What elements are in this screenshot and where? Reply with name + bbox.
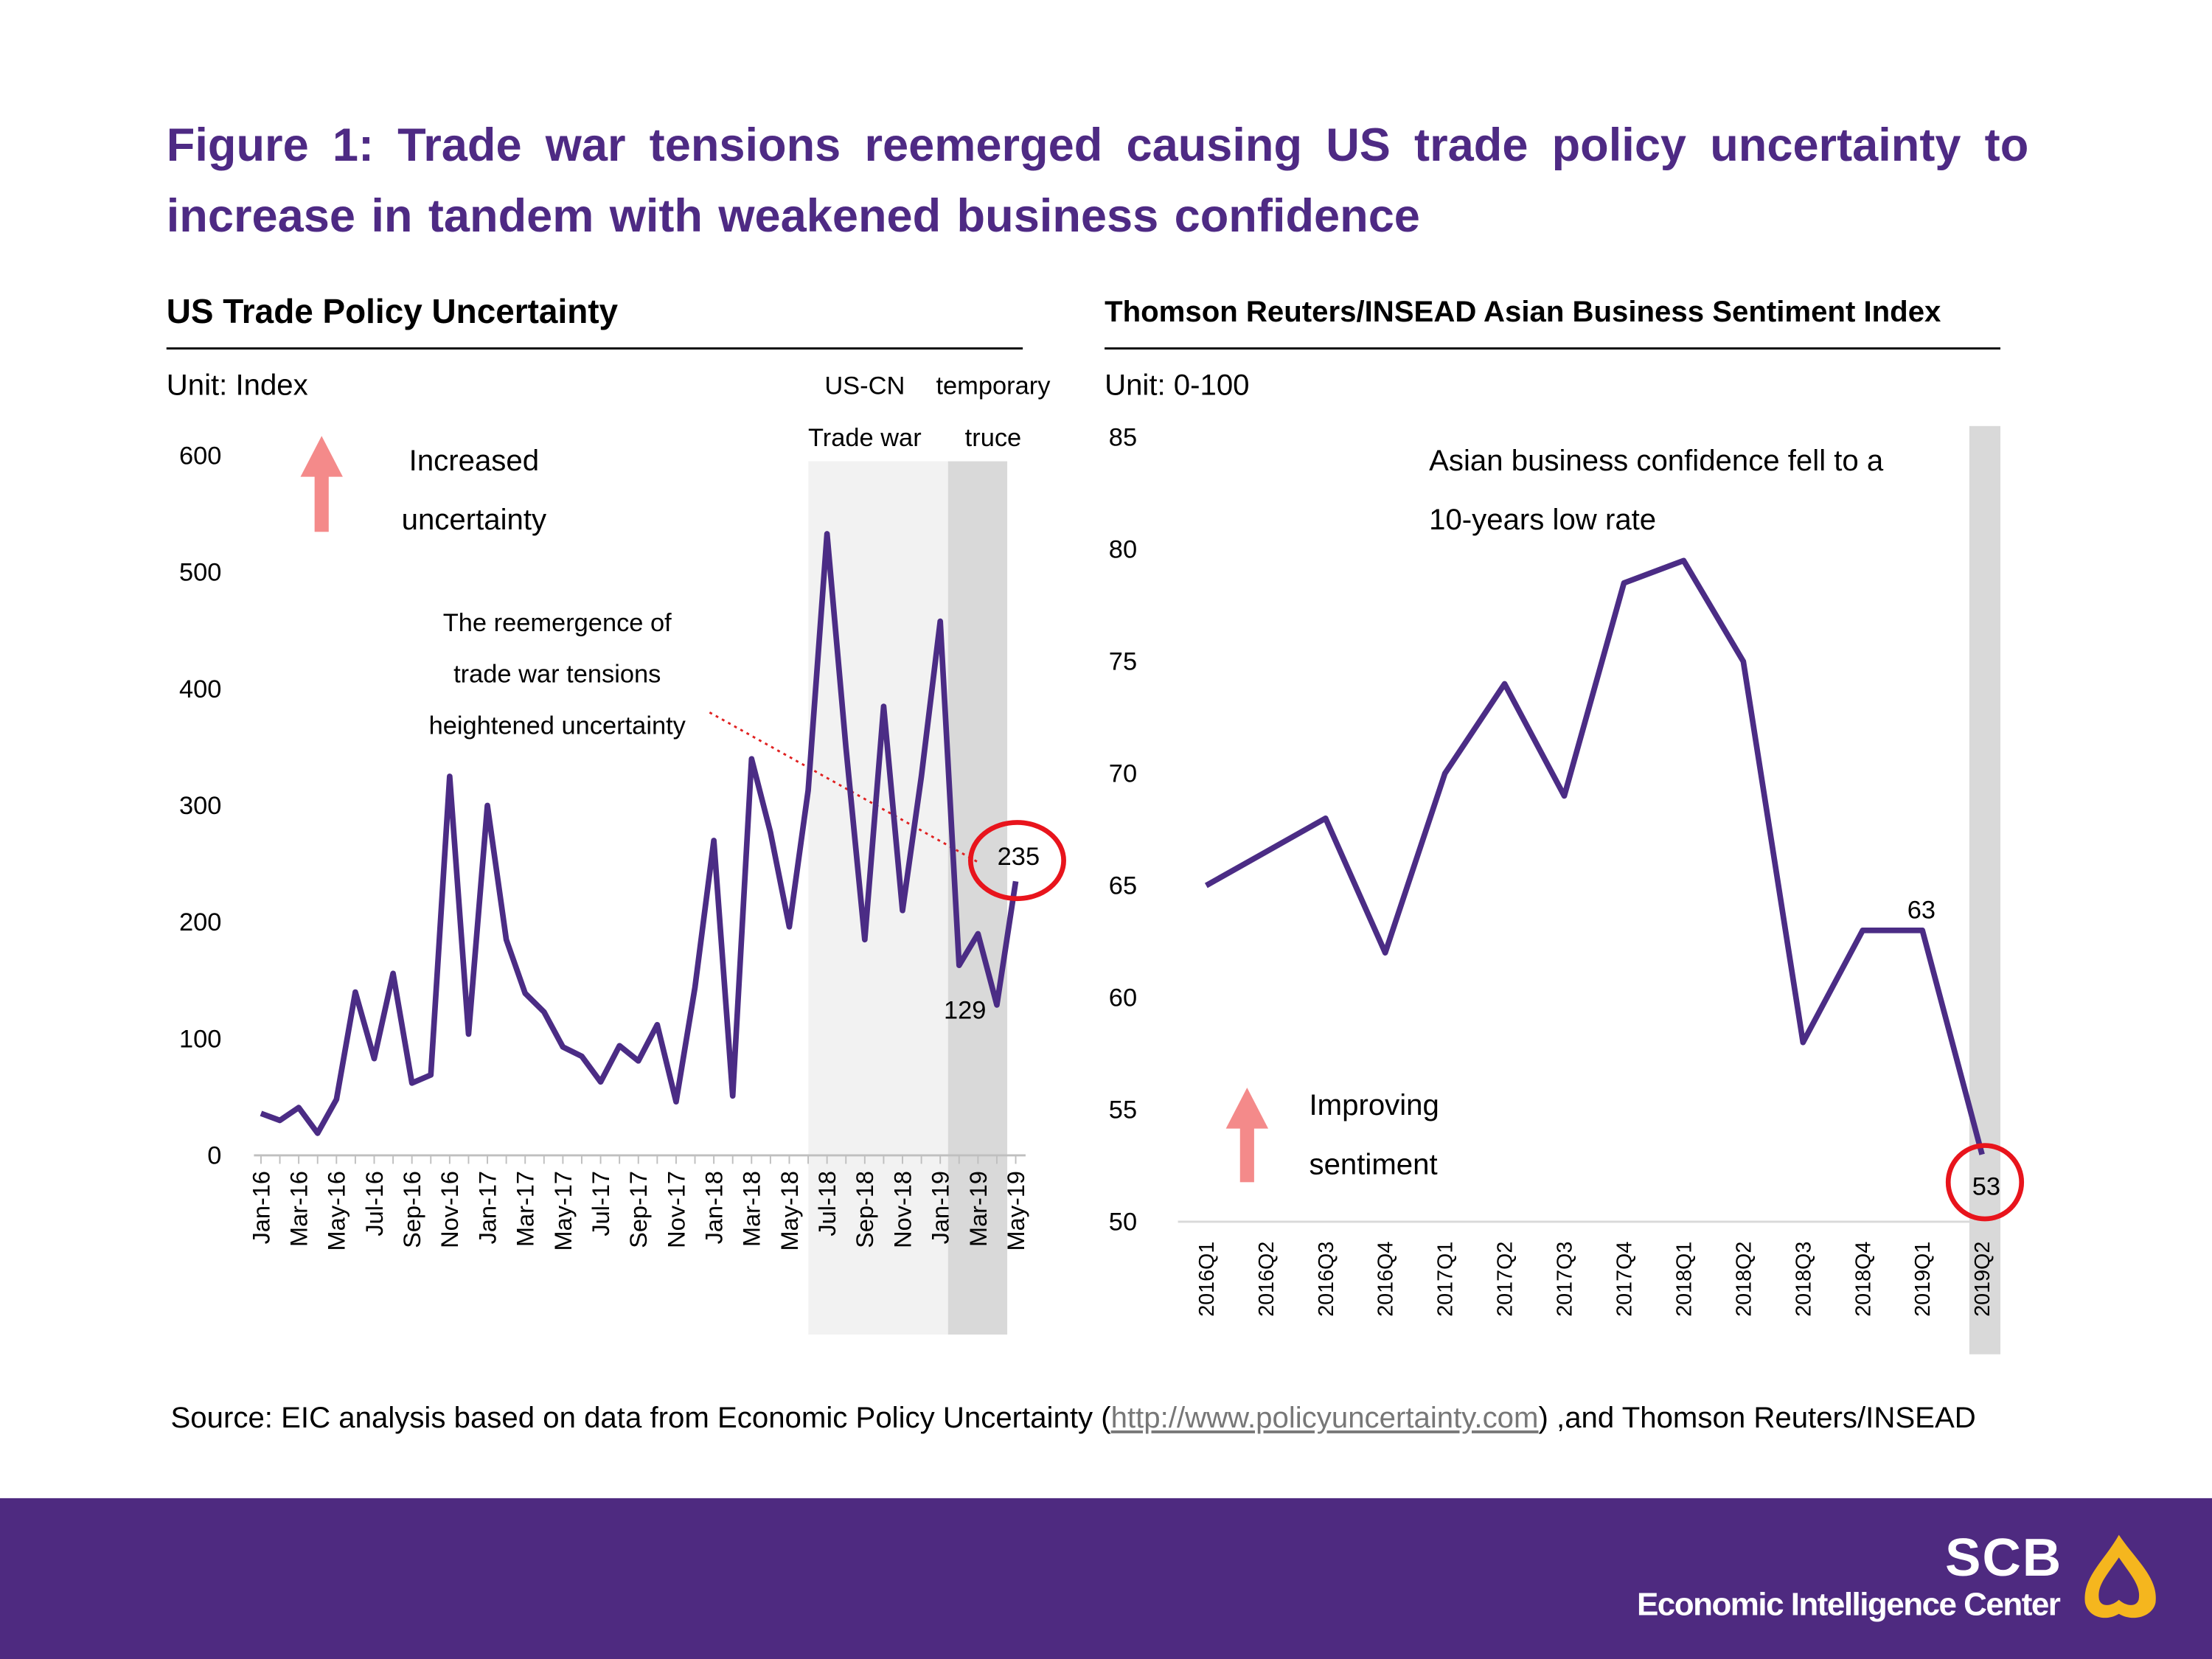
source-link[interactable]: http://www.policyuncertainty.com [1110, 1402, 1539, 1435]
data-label: 129 [944, 996, 986, 1024]
y-tick-label: 60 [1109, 984, 1137, 1012]
x-tick-label: Sep-16 [399, 1171, 425, 1248]
source-text: Source: EIC analysis based on data from … [170, 1402, 1111, 1435]
x-tick-label: Jan-19 [928, 1171, 954, 1244]
up-arrow [1225, 1088, 1269, 1183]
y-tick-label: 85 [1109, 424, 1137, 452]
source-text: ) ,and Thomson Reuters/INSEAD [1538, 1402, 1976, 1435]
annotation: truce [965, 424, 1022, 452]
x-tick-label: May-17 [550, 1171, 577, 1251]
up-arrow [300, 436, 343, 532]
x-tick-label: 2016Q4 [1374, 1242, 1398, 1317]
x-tick-label: Sep-17 [625, 1171, 652, 1248]
y-tick-label: 75 [1109, 648, 1137, 676]
x-tick-label: Jul-17 [588, 1171, 614, 1237]
x-tick-label: Nov-17 [663, 1171, 689, 1248]
x-tick-label: Mar-19 [965, 1171, 992, 1247]
unit-label: Unit: Index [167, 369, 308, 402]
annotation: temporary [936, 372, 1051, 400]
highlight-circle [967, 820, 1066, 902]
y-tick-label: 55 [1109, 1096, 1137, 1124]
callout-line [709, 711, 978, 863]
annotation: trade war tensions [453, 661, 661, 689]
x-tick-label: 2018Q2 [1732, 1242, 1756, 1317]
x-tick-label: Jul-18 [814, 1171, 841, 1237]
x-tick-label: May-19 [1003, 1171, 1029, 1251]
footer: SCB Economic Intelligence Center [0, 1498, 2212, 1659]
x-tick-label: May-16 [324, 1171, 350, 1251]
x-tick-label: 2017Q3 [1554, 1242, 1577, 1317]
annotation: Increased [409, 444, 539, 477]
y-tick-label: 400 [179, 675, 221, 703]
data-label: 235 [998, 843, 1040, 871]
annotation: US-CN [824, 372, 905, 400]
y-tick-label: 80 [1109, 536, 1137, 564]
x-tick-label: 2017Q4 [1613, 1242, 1637, 1317]
y-tick-label: 65 [1109, 872, 1137, 900]
y-tick-label: 300 [179, 792, 221, 820]
x-tick-label: 2016Q2 [1255, 1242, 1279, 1317]
x-tick-label: 2017Q2 [1494, 1242, 1517, 1317]
annotation: sentiment [1310, 1148, 1438, 1181]
chart-title: US Trade Policy Uncertainty [167, 292, 619, 330]
y-tick-label: 100 [179, 1025, 221, 1053]
x-tick-label: Jan-16 [248, 1171, 274, 1244]
unit-label: Unit: 0-100 [1105, 369, 1249, 402]
x-tick-label: 2016Q3 [1315, 1242, 1338, 1317]
x-tick-label: 2019Q1 [1911, 1242, 1935, 1317]
data-line [260, 531, 1019, 1136]
x-tick-label: Nov-16 [437, 1171, 463, 1248]
figure-title: Figure 1: Trade war tensions reemerged c… [166, 118, 2029, 242]
x-tick-label: Mar-18 [739, 1171, 765, 1247]
x-tick-label: Nov-18 [889, 1171, 916, 1248]
x-tick-label: 2017Q1 [1434, 1242, 1458, 1317]
y-tick-label: 200 [179, 908, 221, 936]
annotation: heightened uncertainty [429, 712, 686, 740]
highlight-circle [1945, 1143, 2025, 1222]
x-tick-label: Mar-16 [286, 1171, 313, 1247]
x-tick-label: Jul-16 [361, 1171, 388, 1237]
annotation: Improving [1310, 1088, 1439, 1121]
x-tick-label: Jan-17 [474, 1171, 501, 1244]
data-label: 53 [1972, 1173, 2000, 1201]
y-tick-label: 50 [1109, 1208, 1137, 1236]
x-tick-label: 2018Q4 [1851, 1242, 1875, 1317]
y-tick-label: 0 [207, 1141, 221, 1169]
annotation: Asian business confidence fell to a [1429, 444, 1884, 477]
source-note: Source: EIC analysis based on data from … [171, 1390, 2068, 1449]
x-tick-label: Jan-18 [700, 1171, 727, 1244]
annotation: The reemergence of [443, 609, 672, 637]
data-line [1204, 557, 1985, 1155]
brand: SCB [1944, 1528, 2063, 1589]
y-tick-label: 70 [1109, 759, 1137, 787]
annotation: 10-years low rate [1429, 503, 1656, 536]
x-tick-label: 2016Q1 [1195, 1242, 1219, 1317]
y-tick-label: 600 [179, 442, 221, 470]
logo [2084, 1534, 2156, 1618]
x-tick-label: 2018Q1 [1672, 1242, 1696, 1317]
x-tick-label: May-18 [776, 1171, 803, 1251]
chart-title: Thomson Reuters/INSEAD Asian Business Se… [1105, 295, 1941, 328]
y-tick-label: 500 [179, 559, 221, 587]
data-label: 63 [1907, 897, 1935, 925]
x-tick-label: 2018Q3 [1792, 1242, 1815, 1317]
x-tick-label: Sep-18 [852, 1171, 878, 1248]
x-tick-label: 2019Q2 [1971, 1242, 1994, 1317]
latest-band [1969, 425, 2001, 1354]
annotation: Trade war [808, 424, 922, 452]
brand-name: Economic Intelligence Center [1636, 1585, 2061, 1623]
x-tick-label: Mar-17 [512, 1171, 539, 1247]
annotation: uncertainty [402, 503, 546, 536]
